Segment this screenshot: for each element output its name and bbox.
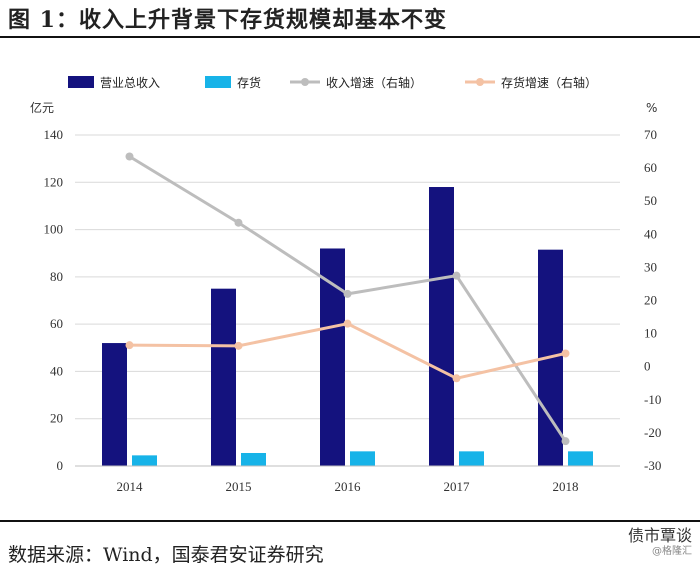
y-left-tick-label: 120 xyxy=(44,174,64,189)
revenue-bar xyxy=(102,343,127,466)
series-lines xyxy=(125,152,570,446)
inventory-growth-point xyxy=(561,349,570,358)
inventory-growth-point xyxy=(343,319,352,328)
legend-revenue-swatch xyxy=(68,76,94,88)
legend-inventory-growth-label: 存货增速（右轴） xyxy=(501,75,597,90)
y-right-tick-label: 60 xyxy=(644,160,657,175)
inventory-bar xyxy=(459,451,484,466)
legend-revenue-label: 营业总收入 xyxy=(100,76,160,90)
x-tick-label: 2015 xyxy=(226,479,252,494)
y-left-tick-label: 80 xyxy=(50,269,63,284)
revenue-bar xyxy=(320,248,345,466)
y-right-tick-label: -30 xyxy=(644,458,661,473)
inventory-bar xyxy=(132,455,157,466)
y-right-tick-label: 70 xyxy=(644,127,657,142)
y-left-tick-label: 140 xyxy=(44,127,64,142)
y-right-tick-label: 20 xyxy=(644,293,657,308)
y-right-tick-label: 50 xyxy=(644,193,657,208)
chart-title: 图 1：收入上升背景下存货规模却基本不变 xyxy=(8,7,447,33)
inventory-growth-point xyxy=(234,341,243,350)
axes: 0 20 40 60 80 100 120 140 -30 -20 -10 0 10 20 30 40 50 60… xyxy=(30,100,661,494)
y-left-tick-label: 0 xyxy=(57,458,64,473)
y-left-tick-label: 60 xyxy=(50,316,63,331)
inventory-growth-point xyxy=(452,374,461,383)
y-right-tick-label: -10 xyxy=(644,392,661,407)
source-rule xyxy=(0,520,700,522)
y-left-tick-label: 40 xyxy=(50,363,63,378)
revenue-bar xyxy=(211,288,236,466)
legend-inventory-label: 存货 xyxy=(237,75,261,90)
x-tick-label: 2017 xyxy=(444,479,471,494)
revenue-growth-line xyxy=(128,155,567,443)
watermark: 债市覃谈 @格隆汇 xyxy=(628,528,692,560)
watermark-name: 债市覃谈 xyxy=(627,526,692,545)
legend-revenue-growth-label: 收入增速（右轴） xyxy=(326,75,422,90)
inventory-growth-point xyxy=(125,341,134,350)
inventory-growth-line xyxy=(129,322,566,380)
legend-inventory-growth-marker xyxy=(476,78,484,86)
x-tick-label: 2018 xyxy=(553,479,579,494)
y-right-tick-label: 40 xyxy=(644,226,657,241)
gridlines xyxy=(75,134,620,420)
y-right-tick-label: 0 xyxy=(644,359,651,374)
chart: 0 20 40 60 80 100 120 140 -30 -20 -10 0 10 20 30 40 50 60… xyxy=(30,75,661,494)
watermark-sub: @格隆汇 xyxy=(652,546,692,557)
x-tick-label: 2014 xyxy=(117,479,144,494)
revenue-growth-point xyxy=(343,289,352,298)
y-left-tick-label: 20 xyxy=(50,411,63,426)
inventory-bar xyxy=(241,452,266,466)
x-tick-label: 2016 xyxy=(335,479,362,494)
y-right-axis-label: % xyxy=(646,101,657,115)
y-right-tick-label: 30 xyxy=(644,259,657,274)
revenue-growth-point xyxy=(234,218,243,227)
revenue-bar xyxy=(429,187,454,466)
title-rule xyxy=(0,36,700,38)
inventory-bar xyxy=(350,451,375,466)
y-left-tick-label: 100 xyxy=(44,222,64,237)
source-note: 数据来源：Wind，国泰君安证券研究 xyxy=(8,544,324,566)
y-left-axis-label: 亿元 xyxy=(30,100,54,115)
inventory-bar xyxy=(568,451,593,466)
y-right-tick-label: -20 xyxy=(644,425,661,440)
revenue-growth-point xyxy=(125,152,134,161)
revenue-growth-point xyxy=(561,437,570,446)
legend-inventory-swatch xyxy=(205,76,231,88)
legend-revenue-growth-marker xyxy=(301,78,309,86)
legend: 营业总收入 存货 收入增速（右轴） 存货增速（右轴） xyxy=(68,75,597,90)
revenue-growth-point xyxy=(452,271,461,280)
y-right-tick-label: 10 xyxy=(644,326,657,341)
